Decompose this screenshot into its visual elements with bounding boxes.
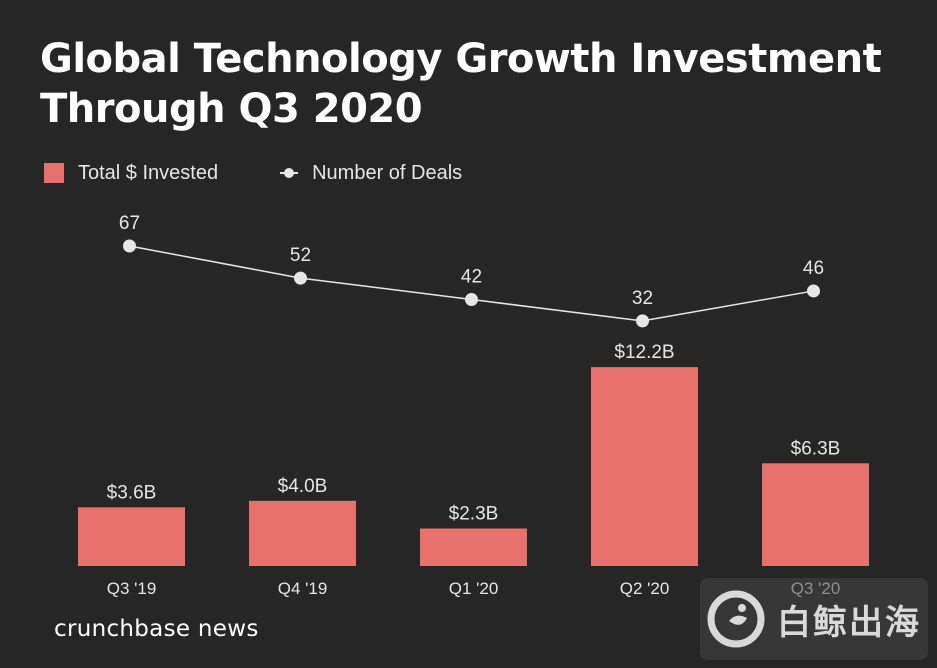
deals-point-1	[294, 271, 307, 285]
chart-legend: Total $ Invested Number of Deals	[44, 160, 462, 186]
bar-2	[420, 528, 527, 566]
bar-value-label-1: $4.0B	[278, 476, 328, 497]
x-tick-label-1: Q4 '19	[278, 579, 328, 598]
brand-logo-text: crunchbase news	[54, 616, 259, 642]
bar-value-label-3: $12.2B	[614, 342, 674, 363]
legend-label-deals: Number of Deals	[312, 161, 463, 184]
bar-value-label-0: $3.6B	[107, 482, 157, 503]
legend-bar-swatch-icon	[44, 163, 64, 183]
legend-label-invested: Total $ Invested	[78, 161, 219, 184]
chart-title: Global Technology Growth Investment Thro…	[40, 36, 882, 132]
deals-value-label-3: 32	[632, 288, 653, 309]
legend-line-swatch-icon	[280, 163, 299, 183]
deals-value-label-0: 67	[119, 213, 140, 234]
deals-point-0	[123, 239, 136, 253]
legend-item-deals: Number of Deals	[280, 162, 462, 185]
deals-value-label-2: 42	[461, 267, 482, 288]
deals-point-4	[807, 284, 820, 298]
x-tick-label-3: Q2 '20	[620, 579, 670, 598]
bar-value-label-2: $2.3B	[449, 504, 499, 525]
bar-value-label-4: $6.3B	[791, 438, 841, 459]
deals-point-2	[465, 293, 478, 306]
watermark: 白鲸出海	[700, 578, 928, 660]
deals-value-label-1: 52	[290, 245, 311, 266]
x-tick-label-0: Q3 '19	[107, 579, 157, 598]
bar-4	[762, 463, 869, 566]
bar-0	[78, 507, 185, 566]
whale-logo-icon	[707, 590, 765, 648]
x-tick-label-2: Q1 '20	[449, 579, 499, 598]
bar-3	[591, 367, 698, 566]
deals-value-label-4: 46	[803, 258, 824, 279]
legend-item-invested: Total $ Invested	[44, 162, 218, 185]
deals-point-3	[636, 314, 649, 328]
watermark-text: 白鲸出海	[777, 602, 921, 643]
bar-1	[249, 500, 356, 566]
